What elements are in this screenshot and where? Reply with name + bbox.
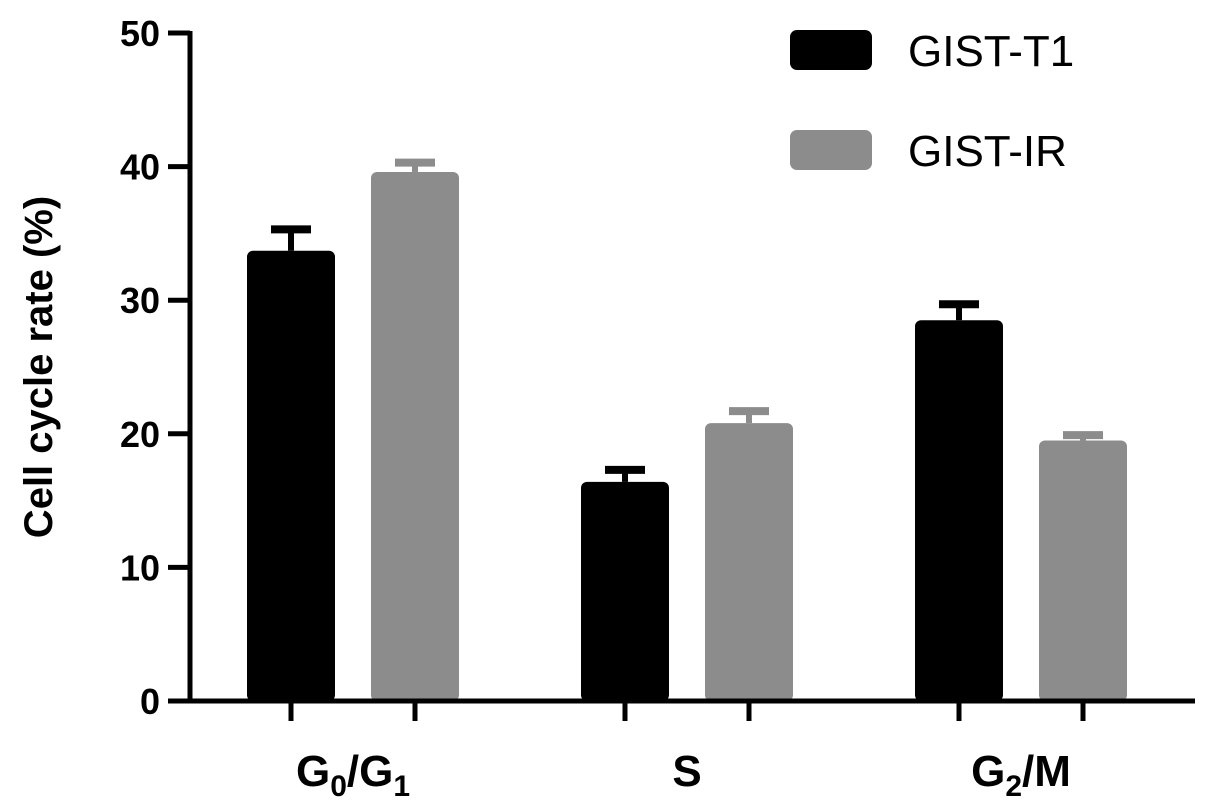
x-category-label-1: S	[672, 747, 701, 796]
bar-gist-t1-1	[581, 481, 669, 701]
y-tick-label-0: 0	[140, 681, 160, 722]
bar-gist-ir-2	[1039, 440, 1127, 701]
bar-gist-ir-0	[371, 171, 459, 702]
legend-swatch-gist-ir	[790, 130, 872, 170]
legend-swatch-gist-t1	[790, 30, 872, 70]
bar-gist-t1-2	[915, 320, 1003, 701]
legend: GIST-T1 GIST-IR	[790, 27, 1074, 176]
bar-gist-t1-0	[247, 250, 335, 701]
axes-layer	[168, 30, 1195, 721]
bar-gist-ir-1	[705, 423, 793, 701]
x-category-label-2: G2/M	[971, 747, 1071, 803]
legend-label-gist-t1: GIST-T1	[908, 27, 1074, 76]
y-tick-label-30: 30	[120, 280, 160, 321]
y-tick-label-10: 10	[120, 547, 160, 588]
y-tick-label-20: 20	[120, 414, 160, 455]
legend-label-gist-ir: GIST-IR	[908, 127, 1067, 176]
error-bars-layer	[271, 158, 1103, 482]
y-axis-title: Cell cycle rate (%)	[17, 196, 61, 538]
x-category-label-0: G0/G1	[296, 747, 410, 803]
bars-layer	[247, 171, 1127, 702]
y-tick-label-50: 50	[120, 13, 160, 54]
labels-layer: 0 10 20 30 40 50 G0/G1 S G2/M Cell cycle rate (%)	[17, 13, 1071, 803]
y-tick-label-40: 40	[120, 147, 160, 188]
